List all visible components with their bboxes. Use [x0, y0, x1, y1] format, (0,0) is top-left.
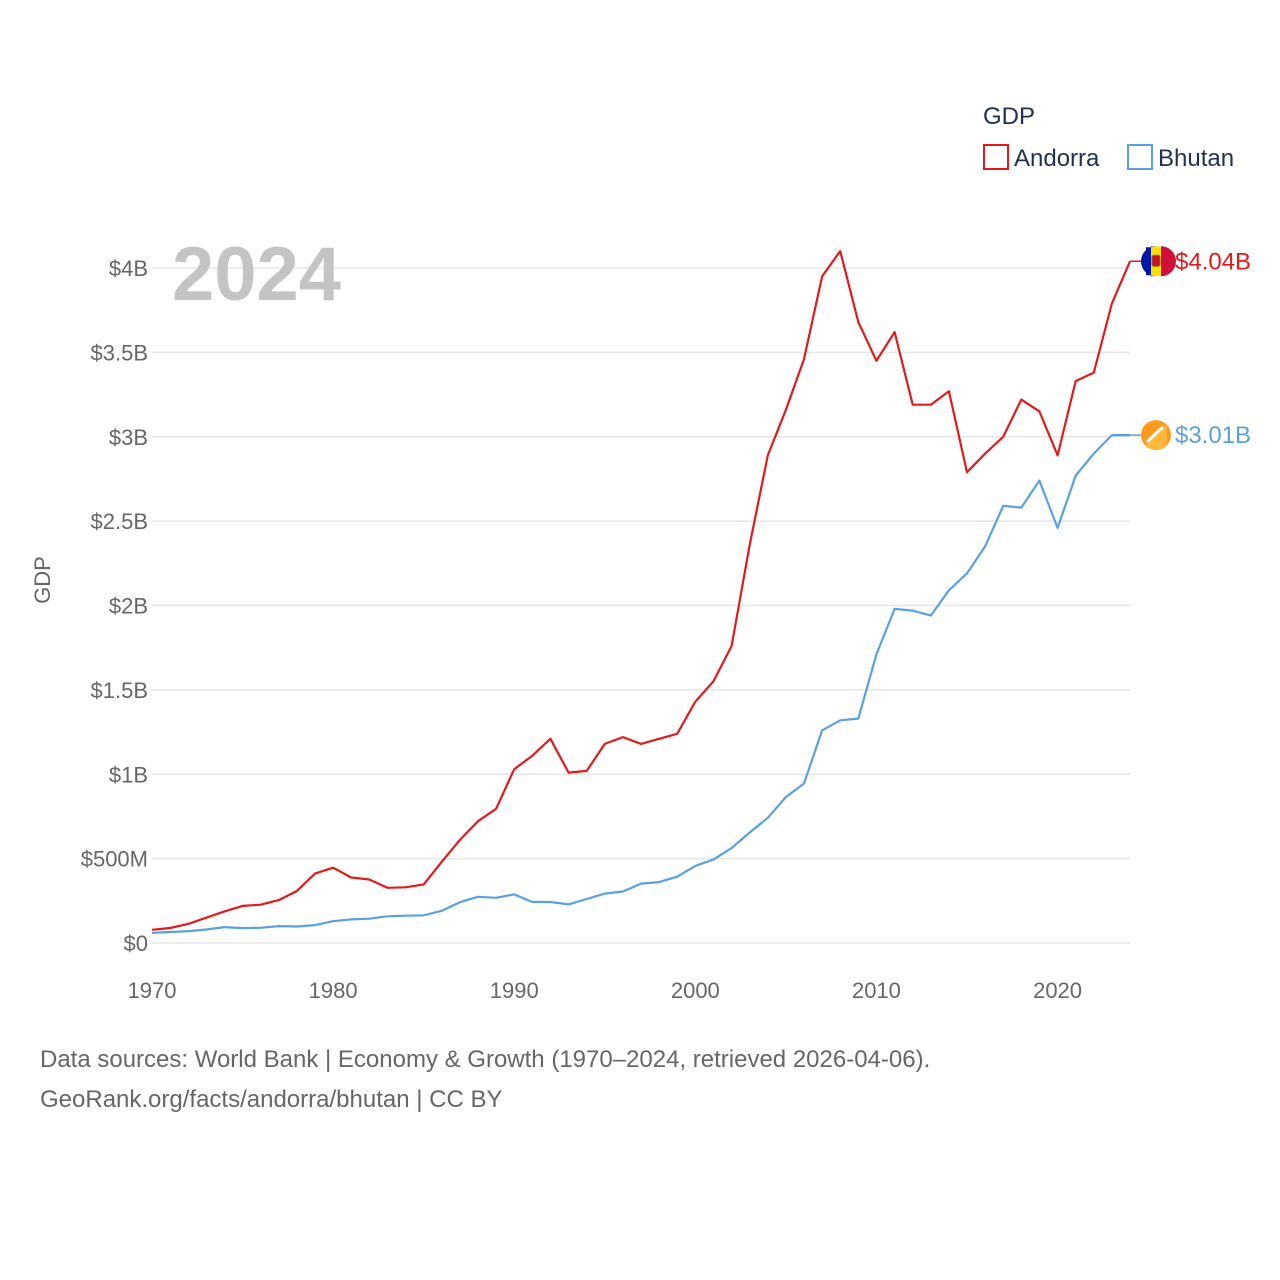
- legend: GDP Andorra Bhutan: [983, 103, 1234, 172]
- legend-title: GDP: [983, 103, 1035, 130]
- y-axis: $0 $500M $1B $1.5B $2B $2.5B $3B $3.5B $4B: [81, 256, 148, 956]
- series-line-bhutan: [151, 434, 1130, 934]
- series-line-andorra: [151, 250, 1132, 931]
- y-tick-label: $2.5B: [91, 509, 149, 534]
- x-tick-label: 1980: [309, 978, 358, 1003]
- end-label-andorra: $4.04B: [1175, 248, 1251, 275]
- x-tick-label: 1970: [128, 978, 177, 1003]
- flag-emblem: [1151, 254, 1161, 267]
- y-tick-label: $0: [124, 931, 148, 956]
- y-tick-label: $1B: [109, 762, 148, 787]
- legend-label-bhutan[interactable]: Bhutan: [1158, 145, 1234, 172]
- y-tick-label: $500M: [81, 847, 148, 872]
- andorra-flag-icon: [1141, 246, 1176, 277]
- y-tick-label: $3.5B: [91, 340, 149, 365]
- x-tick-label: 2000: [671, 978, 720, 1003]
- x-tick-label: 1990: [490, 978, 539, 1003]
- bhutan-flag-icon: [1141, 420, 1171, 451]
- source-note: Data sources: World Bank | Economy & Gro…: [40, 1040, 930, 1120]
- x-tick-label: 2010: [852, 978, 901, 1003]
- x-axis: 1970 1980 1990 2000 2010 2020: [128, 978, 1083, 1003]
- legend-swatch-andorra[interactable]: [983, 144, 1009, 170]
- series-lines: [151, 250, 1132, 934]
- flag-yellow-half: [1145, 424, 1167, 451]
- end-label-bhutan: $3.01B: [1175, 422, 1251, 449]
- y-tick-label: $3B: [109, 425, 148, 450]
- y-tick-label: $4B: [109, 256, 148, 281]
- y-axis-label: GDP: [30, 556, 55, 604]
- end-markers: $4.04B $3.01B: [1130, 246, 1251, 451]
- legend-label-andorra[interactable]: Andorra: [1014, 145, 1100, 172]
- flag-red-band: [1161, 247, 1166, 276]
- year-label: 2024: [172, 232, 341, 317]
- source-line-2: GeoRank.org/facts/andorra/bhutan | CC BY: [40, 1086, 503, 1113]
- flag-blue-band: [1146, 247, 1151, 276]
- grid: [152, 267, 1130, 944]
- x-tick-label: 2020: [1033, 978, 1082, 1003]
- legend-swatch-bhutan[interactable]: [1127, 144, 1153, 170]
- flag-dragon: [1145, 425, 1164, 444]
- y-tick-label: $1.5B: [91, 678, 149, 703]
- source-line-1: Data sources: World Bank | Economy & Gro…: [40, 1046, 931, 1073]
- y-tick-label: $2B: [109, 594, 148, 619]
